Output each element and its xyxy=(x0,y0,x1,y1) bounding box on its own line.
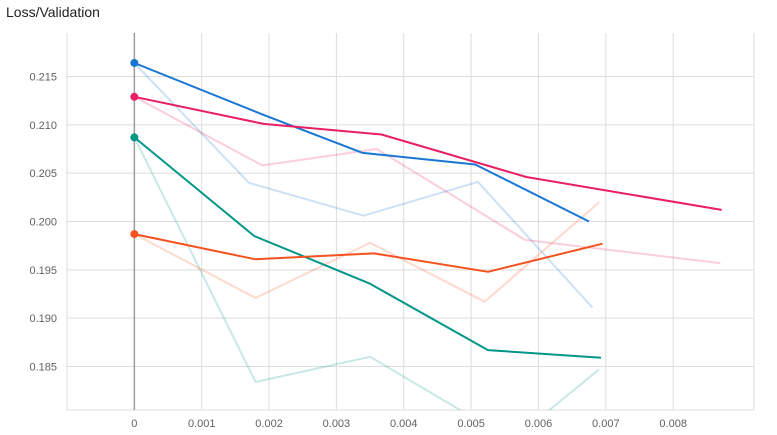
series-1-raw-line xyxy=(133,95,721,265)
y-tick-label: 0.215 xyxy=(29,72,57,84)
x-tick-label: 0.001 xyxy=(188,418,216,430)
x-tick-label: 0.004 xyxy=(390,418,418,430)
grid xyxy=(67,33,754,410)
series-0-raw-line xyxy=(133,62,594,309)
series-3-smoothed-line[interactable] xyxy=(134,233,603,273)
raw-series-layer xyxy=(133,62,721,410)
series-1-smoothed-line[interactable] xyxy=(134,95,722,211)
y-tick-label: 0.210 xyxy=(29,120,57,132)
series-3-raw-line xyxy=(133,201,600,303)
axes: 0 0.001 0.002 0.003 0.004 0.005 0.006 0.007 0.00… xyxy=(29,33,755,430)
x-tick-label: 0.007 xyxy=(592,418,620,430)
x-tick-label: 0.005 xyxy=(457,418,485,430)
series-2-smoothed-line[interactable] xyxy=(133,136,602,359)
y-tick-label: 0.205 xyxy=(29,168,57,180)
y-tick-label: 0.185 xyxy=(29,362,57,374)
series-2-hover-marker xyxy=(130,133,139,142)
series-2-raw-line xyxy=(133,136,600,410)
y-tick-label: 0.195 xyxy=(29,265,57,277)
series-3-hover-marker xyxy=(130,230,139,239)
series-0-hover-marker xyxy=(130,58,139,67)
x-tick-label: 0.002 xyxy=(255,418,283,430)
smoothed-series-layer xyxy=(133,62,722,359)
y-tick-label: 0.190 xyxy=(29,313,57,325)
chart-title: Loss/Validation xyxy=(6,4,100,20)
series-1-hover-marker xyxy=(130,92,139,101)
x-tick-label: 0.008 xyxy=(659,418,687,430)
series-0-smoothed-line[interactable] xyxy=(134,62,590,223)
y-tick-label: 0.200 xyxy=(29,217,57,229)
x-tick-label: 0.003 xyxy=(323,418,351,430)
x-tick-label: 0 xyxy=(131,418,137,430)
x-tick-label: 0.006 xyxy=(525,418,553,430)
hover-markers xyxy=(130,58,139,239)
